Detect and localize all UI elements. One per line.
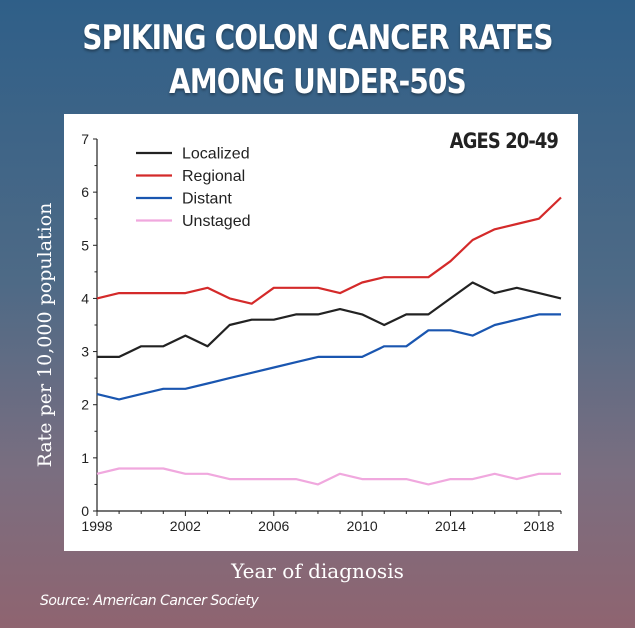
y-tick-label: 4 xyxy=(81,290,89,306)
x-tick-label: 2002 xyxy=(170,518,201,534)
y-tick-label: 2 xyxy=(81,397,89,413)
line-chart: 0 1 2 3 4 5 6 7 1998 2002 2006 2010 2014 2018 Localize… xyxy=(81,129,562,534)
x-tick-label: 2014 xyxy=(435,518,466,534)
series-line-distant xyxy=(96,313,561,401)
chart-panel: 0 1 2 3 4 5 6 7 1998 2002 2006 2010 2014 2018 Localize… xyxy=(64,114,578,551)
x-tick-label: 2018 xyxy=(523,518,554,534)
series-line-unstaged xyxy=(96,467,561,486)
series-line-localized xyxy=(97,281,562,358)
headline-line-2: AMONG UNDER-50S xyxy=(169,62,467,102)
legend-label-distant: Distant xyxy=(182,191,232,208)
source-credit: Source: American Cancer Society xyxy=(40,593,259,609)
series-line-regional xyxy=(96,196,562,305)
y-tick-label: 1 xyxy=(81,450,89,466)
y-tick-label: 3 xyxy=(81,344,89,360)
y-axis-label: Rate per 10,000 population xyxy=(34,202,56,468)
headline-line-1: SPIKING COLON CANCER RATES xyxy=(82,18,553,58)
x-tick-label: 1998 xyxy=(81,518,112,534)
y-tick-label: 7 xyxy=(81,131,89,147)
legend-label-localized: Localized xyxy=(182,146,250,163)
x-tick-label: 2006 xyxy=(258,518,289,534)
x-tick-label: 2010 xyxy=(347,518,378,534)
ages-annotation: AGES 20-49 xyxy=(450,129,559,154)
y-tick-label: 5 xyxy=(81,237,89,253)
legend-label-regional: Regional xyxy=(182,168,245,185)
y-tick-label: 0 xyxy=(81,503,89,519)
y-tick-label: 6 xyxy=(81,184,89,200)
x-axis-label: Year of diagnosis xyxy=(231,559,404,583)
legend-label-unstaged: Unstaged xyxy=(182,213,251,230)
